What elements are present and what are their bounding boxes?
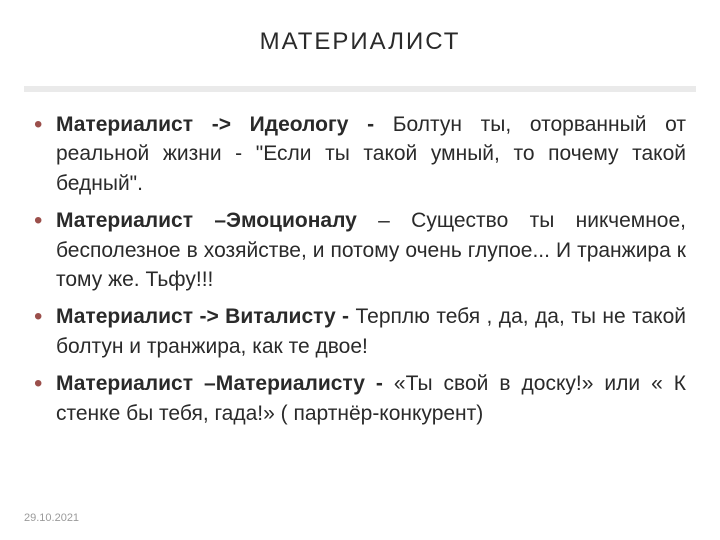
list-item: Материалист –Эмоционалу – Существо ты ни… <box>34 206 686 294</box>
list-item: Материалист -> Идеологу - Болтун ты, ото… <box>34 110 686 198</box>
bullet-lead: Материалист -> Идеологу - <box>56 113 374 136</box>
list-item: Материалист –Материалисту - «Ты свой в д… <box>34 369 686 428</box>
bullet-lead: Материалист –Эмоционалу <box>56 209 357 232</box>
bullet-list: Материалист -> Идеологу - Болтун ты, ото… <box>34 110 686 428</box>
bullet-lead: Материалист -> Виталисту - <box>56 305 349 328</box>
bullet-lead: Материалист –Материалисту - <box>56 372 383 395</box>
slide-title: МАТЕРИАЛИСТ <box>260 28 461 56</box>
title-divider <box>24 86 696 92</box>
slide-date: 29.10.2021 <box>24 512 79 524</box>
title-wrap: МАТЕРИАЛИСТ <box>0 28 720 56</box>
content-area: Материалист -> Идеологу - Болтун ты, ото… <box>34 110 686 436</box>
slide: МАТЕРИАЛИСТ Материалист -> Идеологу - Бо… <box>0 0 720 540</box>
list-item: Материалист -> Виталисту - Терплю тебя ,… <box>34 302 686 361</box>
